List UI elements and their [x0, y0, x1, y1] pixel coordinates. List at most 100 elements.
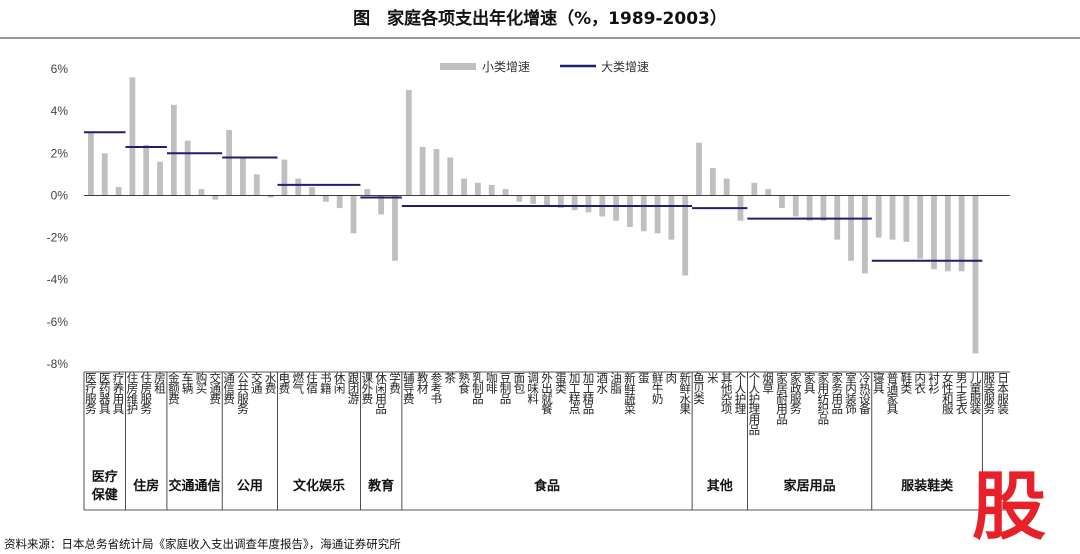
bar: [779, 195, 785, 209]
category-label: 肉: [666, 371, 678, 385]
category-label: 家务用品: [831, 371, 843, 416]
bar: [861, 195, 868, 274]
category-label: 住房服务: [140, 371, 152, 416]
category-label: 课外费: [362, 371, 374, 406]
category-label: 儿童服装: [970, 371, 982, 416]
bar: [474, 182, 481, 196]
bar: [184, 140, 191, 196]
y-tick-label: 0%: [51, 188, 69, 202]
bar: [115, 187, 122, 196]
category-label: 室内装饰: [845, 371, 857, 416]
bar: [627, 195, 633, 228]
bar: [820, 195, 827, 221]
bar: [640, 195, 647, 232]
y-tick-label: -2%: [47, 231, 69, 245]
category-label: 辅导费: [403, 371, 415, 406]
category-label: 疗养用具: [113, 371, 125, 416]
category-label: 男士毛衣: [956, 371, 968, 416]
category-label: 家具: [804, 371, 816, 395]
category-label: 寝具: [873, 371, 885, 395]
category-label: 住宿: [306, 371, 318, 395]
category-label: 新鲜蔬菜: [624, 371, 636, 416]
y-tick-label: -6%: [47, 315, 69, 329]
category-label: 茶: [445, 371, 457, 385]
category-label: 公共服务: [237, 371, 249, 416]
bar: [226, 130, 233, 196]
category-label: 面包: [514, 371, 526, 395]
bar: [502, 189, 509, 196]
bar: [143, 144, 150, 196]
y-axis: -8% -6% -4% -2% 0% 2% 4% 6%: [47, 62, 69, 371]
group-label: 服装鞋类: [901, 478, 954, 494]
bar: [917, 195, 924, 259]
bar: [585, 195, 592, 213]
bar: [281, 159, 288, 196]
group-label: 教育: [367, 478, 394, 494]
legend-label-subcategory: 小类增速: [482, 60, 530, 74]
category-label: 鱼贝类: [693, 371, 705, 406]
category-label: 新鲜水果: [679, 371, 691, 416]
category-label: 家居耐用品: [776, 371, 788, 427]
bar: [129, 77, 136, 196]
y-tick-label: -4%: [47, 273, 69, 287]
legend-label-category: 大类增速: [601, 60, 649, 74]
bar: [723, 178, 730, 196]
bar: [392, 195, 398, 261]
legend: 小类增速 大类增速: [440, 60, 649, 74]
bar: [461, 178, 467, 196]
category-label: 交通: [251, 371, 263, 395]
category-labels: 医疗服务医药器具疗养用具住房维护住房服务房租金额费车辆购买交通费通信费公共服务交…: [85, 371, 1009, 437]
category-label: 衬衫: [928, 371, 940, 395]
category-label: 水费: [265, 371, 277, 395]
watermark: 股: [972, 464, 1046, 550]
category-label: 休闲: [334, 371, 346, 395]
bar: [433, 149, 440, 196]
group-label: 家居用品: [784, 478, 836, 494]
category-label: 通信费: [223, 371, 235, 406]
bar: [101, 153, 108, 196]
category-label: 服装服务: [984, 371, 996, 416]
category-label: 日本服装: [997, 371, 1009, 416]
category-label: 住房维护: [127, 371, 139, 416]
category-label: 购买: [196, 371, 208, 395]
bar: [447, 157, 454, 196]
group-label: 其他: [707, 478, 733, 494]
category-label: 鞋类: [901, 371, 913, 395]
group-label: 住房: [133, 478, 159, 494]
category-label: 医疗服务: [85, 371, 97, 416]
bar: [157, 161, 163, 196]
category-label: 参考书: [431, 371, 443, 406]
bar: [931, 195, 937, 270]
category-label: 教材: [417, 371, 429, 395]
bar: [240, 157, 246, 196]
bar: [944, 195, 951, 272]
group-lines: [84, 131, 983, 262]
category-label: 乳制品: [472, 371, 484, 406]
category-label: 书籍: [320, 371, 332, 395]
category-label: 内衣: [914, 371, 926, 395]
category-label: 金额费: [168, 371, 180, 406]
group-label: 公用: [237, 479, 263, 494]
bar: [875, 195, 882, 238]
bar: [253, 174, 260, 196]
category-label: 家用纺织品: [818, 371, 830, 427]
bar: [613, 195, 620, 221]
bar: [557, 195, 564, 209]
bar: [309, 187, 315, 196]
bar: [958, 195, 965, 272]
bar: [848, 195, 854, 261]
category-label: 咖啡: [486, 371, 498, 395]
label-frame: [83, 371, 1010, 511]
bar: [972, 195, 979, 354]
category-label: 蛋类: [555, 371, 567, 395]
category-label: 烟草: [762, 371, 774, 395]
category-label: 外出就餐: [541, 371, 553, 416]
bar: [834, 195, 841, 240]
bar: [654, 195, 661, 234]
bar: [364, 189, 371, 196]
bar: [571, 195, 578, 211]
bar: [668, 195, 675, 240]
category-label: 房租: [154, 371, 166, 395]
category-label: 家政服务: [790, 371, 802, 416]
